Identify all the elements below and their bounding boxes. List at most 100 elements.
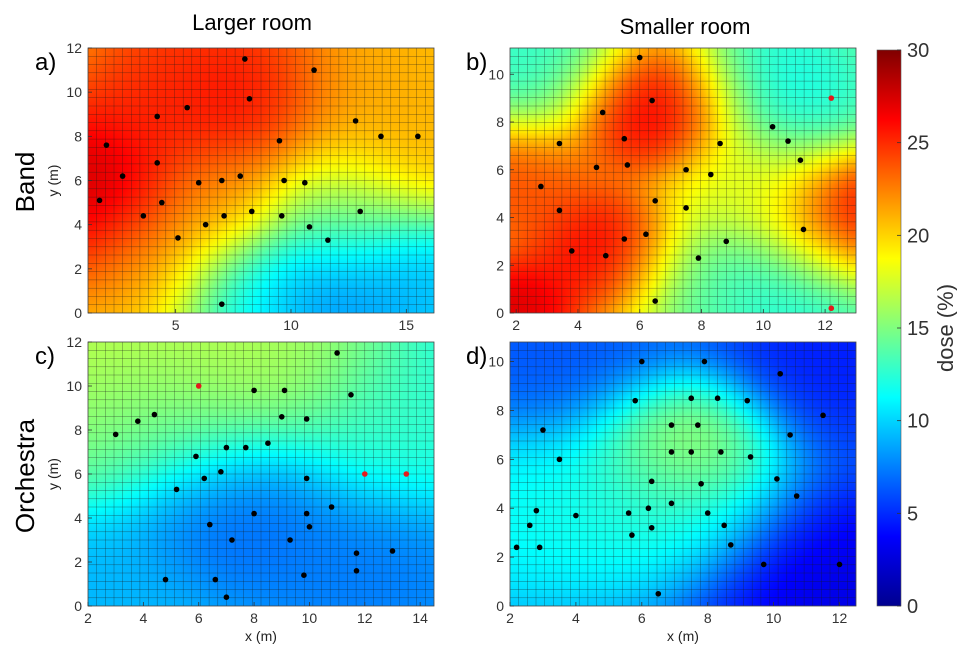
panel-letter: b): [466, 49, 487, 76]
row-title-band: Band: [10, 152, 40, 213]
measurement-point: [223, 444, 230, 451]
column-title-larger-room: Larger room: [192, 10, 312, 35]
colorbar-label: dose (%): [933, 284, 957, 372]
measurement-point: [281, 387, 288, 394]
measurement-point: [701, 358, 708, 365]
measurement-point: [649, 97, 655, 104]
measurement-point: [629, 532, 635, 538]
measurement-point: [378, 133, 384, 140]
measurement-point-red: [828, 305, 835, 312]
measurement-point: [556, 207, 563, 214]
x-tick-label: 2: [512, 317, 520, 333]
measurement-point: [328, 504, 335, 510]
measurement-point: [140, 213, 147, 219]
measurement-point: [688, 449, 695, 455]
y-tick-label: 10: [488, 354, 504, 370]
measurement-point: [774, 476, 780, 482]
panel-letter: a): [35, 49, 56, 76]
y-tick-label: 2: [74, 261, 82, 277]
y-tick-label: 4: [74, 217, 82, 233]
measurement-point: [278, 414, 285, 420]
colorbar-ticks: 0 5 10 15 20 25 30: [897, 40, 929, 618]
measurement-point: [334, 350, 340, 356]
measurement-point: [96, 197, 103, 204]
measurement-point: [695, 422, 701, 428]
measurement-point: [242, 444, 249, 451]
measurement-point: [645, 505, 652, 512]
measurement-point: [278, 213, 285, 219]
x-tick-label: 4: [572, 610, 580, 626]
measurement-point: [744, 397, 751, 404]
x-tick-label: 12: [817, 317, 833, 333]
measurement-point: [602, 252, 609, 259]
grid-lines: [510, 342, 856, 606]
measurement-point: [599, 109, 606, 116]
measurement-point: [717, 140, 723, 147]
measurement-point: [785, 138, 791, 144]
x-tick-label: 6: [638, 610, 646, 626]
measurement-point: [769, 123, 776, 130]
grid-lines: [510, 48, 856, 313]
measurement-point: [747, 454, 754, 460]
y-tick-label: 6: [74, 466, 82, 482]
measurement-point: [652, 298, 658, 304]
measurement-point-red: [828, 95, 835, 101]
x-tick-label: 2: [506, 610, 514, 626]
x-tick-label: 14: [412, 610, 428, 626]
measurement-point: [639, 358, 645, 365]
measurement-point: [135, 418, 141, 425]
measurement-point: [632, 397, 639, 404]
measurement-point: [787, 432, 793, 438]
measurement-point: [533, 507, 540, 514]
measurement-point: [103, 142, 110, 148]
measurement-point: [797, 157, 804, 164]
x-tick-label: 10: [756, 317, 772, 333]
y-tick-label: 8: [496, 114, 504, 130]
x-tick-label: 8: [250, 610, 258, 626]
y-tick-label: 2: [496, 257, 504, 273]
measurement-point-red: [362, 471, 368, 477]
measurement-point: [287, 537, 293, 543]
measurement-point: [568, 248, 575, 254]
measurement-point: [708, 171, 714, 178]
x-axis-label: x (m): [667, 628, 699, 644]
measurement-point: [201, 475, 208, 482]
measurement-point: [184, 104, 190, 111]
measurement-point: [668, 422, 675, 428]
measurement-point: [206, 521, 213, 528]
y-tick-label: 10: [66, 378, 82, 394]
measurement-point: [251, 387, 257, 394]
measurement-point: [389, 548, 396, 554]
measurement-point: [353, 550, 360, 556]
colorbar-tick-label: 30: [907, 40, 929, 62]
y-tick-label: 0: [496, 305, 504, 321]
measurement-point: [251, 510, 257, 517]
measurement-point: [793, 493, 800, 499]
x-tick-label: 10: [283, 317, 299, 333]
y-tick-label: 4: [74, 510, 82, 526]
measurement-point: [218, 301, 225, 307]
measurement-point: [353, 568, 360, 574]
measurement-point: [714, 395, 721, 402]
measurement-point: [621, 236, 628, 242]
measurement-point-red: [195, 383, 202, 389]
axes-frame: [509, 47, 857, 314]
measurement-point: [655, 590, 662, 597]
measurement-point: [538, 183, 544, 190]
x-tick-label: 6: [636, 317, 644, 333]
measurement-point: [175, 235, 181, 241]
measurement-point: [718, 449, 724, 455]
measurement-point: [727, 542, 734, 548]
measurement-point: [306, 224, 313, 230]
grid-mesh: [88, 342, 434, 606]
measurement-point: [303, 510, 310, 517]
measurement-point: [688, 395, 695, 402]
measurement-point: [652, 197, 658, 204]
measurement-point: [195, 179, 202, 186]
measurement-point: [624, 162, 631, 168]
measurement-point: [556, 140, 563, 147]
